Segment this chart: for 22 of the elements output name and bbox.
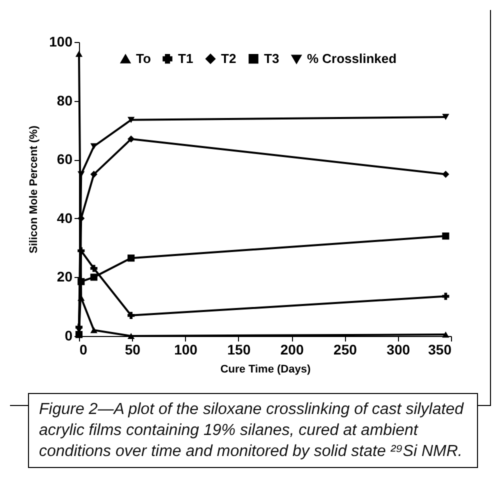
x-tick-label: 0	[80, 342, 88, 358]
legend-label: T3	[264, 50, 280, 66]
x-tick-label: 100	[174, 342, 198, 358]
y-axis-title: Silicon Mole Percent (%)	[28, 125, 40, 254]
x-tick-label: 350	[428, 342, 452, 358]
y-tick-label: 60	[56, 151, 73, 168]
legend-label: T1	[178, 50, 194, 66]
x-tick-label: 200	[280, 342, 304, 358]
y-tick-label: 0	[64, 328, 73, 344]
x-tick-label: 50	[124, 342, 141, 358]
x-axis-title: Cure Time (Days)	[220, 364, 311, 376]
legend-label: To	[136, 51, 151, 66]
x-tick-label: 250	[334, 342, 358, 358]
y-tick-label: 80	[56, 92, 73, 108]
y-tick-label: 100	[49, 34, 73, 50]
x-tick-label: 300	[386, 342, 410, 358]
x-tick-label: 150	[227, 342, 251, 358]
legend-label: T2	[221, 50, 236, 66]
y-tick-label: 20	[56, 268, 73, 285]
y-tick-label: 40	[56, 210, 73, 226]
caption: Figure 2—A plot of the siloxane crosslinking of cast silylated acrylic films containing 19% silanes, cured at ambient conditions over time and monitored by solid state ²⁹Si NMR.	[39, 400, 465, 462]
legend-label: % Crosslinked	[307, 51, 397, 66]
